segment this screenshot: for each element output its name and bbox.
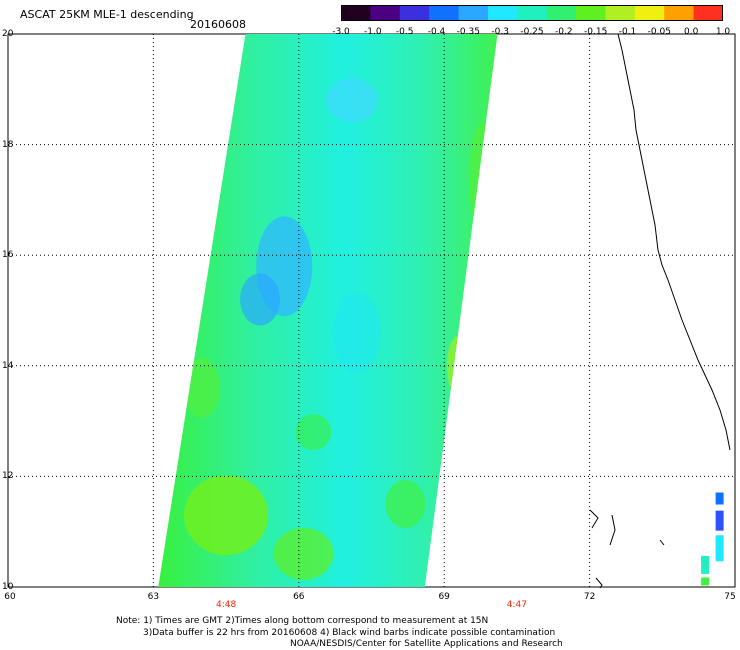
swath-time-label: 4:47 (506, 600, 527, 610)
colorbar-tick-label: -0.3 (491, 27, 509, 37)
swath-color-patch (273, 527, 334, 580)
latitude-label: 16 (2, 250, 14, 261)
longitude-label: 75 (724, 592, 736, 602)
colorbar-segment (517, 5, 548, 21)
colorbar-tick-label: -0.25 (520, 27, 544, 37)
colorbar-segment (429, 5, 460, 21)
swath-group (158, 34, 498, 587)
island-cluster-1 (589, 509, 599, 529)
colorbar-tick-label: -0.2 (555, 27, 573, 37)
colorbar-tick-label: -0.15 (584, 27, 608, 37)
edge-data-cell (715, 492, 724, 505)
latitude-label: 12 (2, 471, 14, 482)
edge-data-cell (715, 510, 724, 531)
colorbar-segment (634, 5, 665, 21)
colorbar-tick-label: -0.5 (395, 27, 414, 37)
swath-time-label: 4:48 (215, 600, 237, 610)
graticule (8, 34, 735, 587)
swath-color-patch (326, 78, 379, 123)
island-cluster-2 (609, 514, 616, 546)
longitude-label: 63 (147, 592, 160, 602)
colorbar-tick-label: -0.35 (456, 27, 480, 37)
colorbar-segment (458, 5, 489, 21)
edge-data-cell (701, 577, 710, 586)
colorbar (341, 5, 723, 21)
swath-color-patch (295, 414, 332, 451)
swath-color-patch (184, 475, 269, 556)
footer-note-line3: NOAA/NESDIS/Center for Satellite Applica… (290, 639, 563, 649)
colorbar-segment (399, 5, 430, 21)
longitude-label: 60 (4, 592, 16, 602)
latitude-label: 20 (2, 29, 14, 39)
colorbar-tick-label: 0.0 (683, 27, 699, 37)
island-cluster-3 (595, 577, 603, 589)
coastline (589, 33, 731, 589)
colorbar-segment (370, 5, 401, 21)
colorbar-tick-label: -3.0 (332, 27, 350, 37)
colorbar-tick-label: -0.1 (618, 27, 637, 37)
colorbar-segment (693, 5, 723, 21)
colorbar-segment (664, 5, 695, 21)
scatterometer-swath (158, 34, 498, 587)
product-title: ASCAT 25KM MLE-1 descending (20, 8, 194, 21)
product-date: 20160608 (190, 18, 246, 31)
colorbar-tick-label: 1.0 (715, 27, 731, 37)
colorbar-segment (605, 5, 636, 21)
latitude-label: 18 (2, 139, 14, 150)
colorbar-segment (546, 5, 577, 21)
colorbar-segment (341, 5, 371, 21)
footer-note-line2: 3)Data buffer is 22 hrs from 20160608 4)… (143, 628, 556, 638)
latitude-label: 14 (2, 360, 14, 371)
colorbar-tick-label: -1.0 (364, 27, 382, 37)
swath-color-patch (385, 480, 426, 529)
island-cluster-4 (659, 539, 665, 546)
colorbar-segment (487, 5, 518, 21)
longitude-label: 72 (583, 592, 596, 602)
sea-surface-marks (701, 492, 724, 586)
india-coastline (617, 33, 731, 451)
edge-data-cell (715, 535, 724, 562)
edge-data-cell (701, 555, 710, 574)
colorbar-tick-label: -0.4 (427, 27, 446, 37)
swath-color-patch (183, 357, 220, 418)
colorbar-segment (576, 5, 606, 21)
longitude-label: 69 (438, 592, 450, 602)
swath-color-patch (240, 273, 281, 326)
colorbar-tick-label: -0.05 (647, 27, 671, 37)
swath-color-patch (332, 292, 381, 373)
latitude-label: 10 (2, 582, 14, 592)
longitude-label: 66 (293, 592, 305, 602)
footer-note-line1: Note: 1) Times are GMT 2)Times along bot… (116, 616, 489, 626)
